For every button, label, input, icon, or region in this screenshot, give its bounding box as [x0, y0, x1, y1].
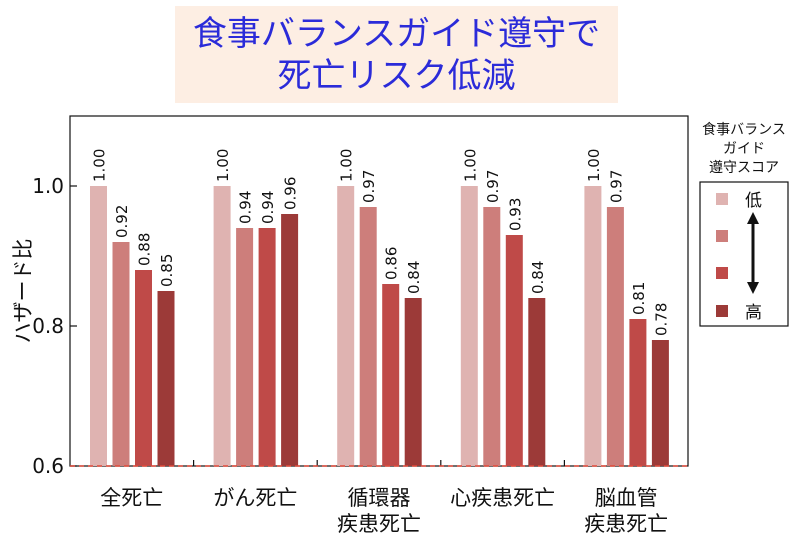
bar [359, 207, 377, 466]
value-label: 1.00 [91, 149, 109, 182]
legend-swatch [716, 230, 728, 242]
y-axis-label: ハザード比 [11, 239, 35, 344]
value-label: 1.00 [214, 149, 232, 182]
bar [505, 235, 523, 466]
value-label: 0.81 [630, 282, 648, 315]
bar [337, 186, 355, 466]
bar [629, 319, 647, 466]
value-label: 1.00 [338, 149, 356, 182]
y-tick-label: 0.6 [32, 454, 64, 478]
value-label: 0.92 [113, 205, 131, 238]
value-label: 0.84 [529, 261, 547, 294]
bar [258, 228, 276, 466]
value-label: 0.96 [282, 177, 300, 210]
bar [404, 298, 422, 466]
value-label: 0.94 [259, 191, 277, 224]
bar [157, 291, 175, 466]
legend-swatch [716, 305, 728, 317]
value-label: 0.93 [506, 198, 524, 231]
legend-arrow-down-icon [747, 282, 759, 294]
value-label: 0.78 [652, 303, 670, 336]
bar [460, 186, 478, 466]
category-label: 心疾患死亡 [450, 486, 555, 510]
value-label: 0.85 [158, 254, 176, 287]
legend-swatch [716, 193, 728, 205]
value-label: 0.88 [136, 233, 154, 266]
bar [382, 284, 400, 466]
bar [135, 270, 152, 466]
legend-swatch [716, 267, 728, 279]
legend-high-label: 高 [745, 303, 762, 323]
legend-title: 食事バランス [702, 121, 786, 138]
title-line-1: 食事バランスガイド遵守で [192, 14, 601, 54]
value-label: 1.00 [461, 149, 479, 182]
category-label: 循環器 [348, 486, 411, 510]
bar [483, 207, 501, 466]
title-line-2: 死亡リスク低減 [277, 56, 516, 96]
legend-box [699, 181, 789, 327]
bar [112, 242, 130, 466]
y-tick-label: 1.0 [32, 174, 64, 198]
value-label: 0.86 [383, 247, 401, 280]
category-label: 疾患死亡 [584, 512, 668, 533]
category-label: 脳血管 [595, 486, 658, 510]
value-label: 1.00 [585, 149, 603, 182]
title-box: 食事バランスガイド遵守で 死亡リスク低減 [175, 6, 618, 103]
y-tick-label: 0.8 [32, 314, 64, 338]
bar [584, 186, 602, 466]
bar [213, 186, 231, 466]
category-label: 全死亡 [100, 486, 163, 510]
bar [281, 214, 299, 466]
bar [651, 340, 669, 466]
category-label: がん死亡 [213, 486, 297, 510]
value-label: 0.97 [360, 170, 378, 203]
bar [236, 228, 254, 466]
legend-arrow-up-icon [747, 212, 759, 224]
bar [606, 207, 624, 466]
bar [528, 298, 546, 466]
legend-low-label: 低 [745, 191, 762, 211]
category-label: 疾患死亡 [337, 512, 421, 533]
value-label: 0.97 [484, 170, 502, 203]
bar [90, 186, 107, 466]
legend-title: 遵守スコア [709, 159, 779, 176]
value-label: 0.94 [237, 191, 255, 224]
value-label: 0.97 [607, 170, 625, 203]
value-label: 0.84 [405, 261, 423, 294]
legend-title: ガイド [723, 141, 765, 157]
